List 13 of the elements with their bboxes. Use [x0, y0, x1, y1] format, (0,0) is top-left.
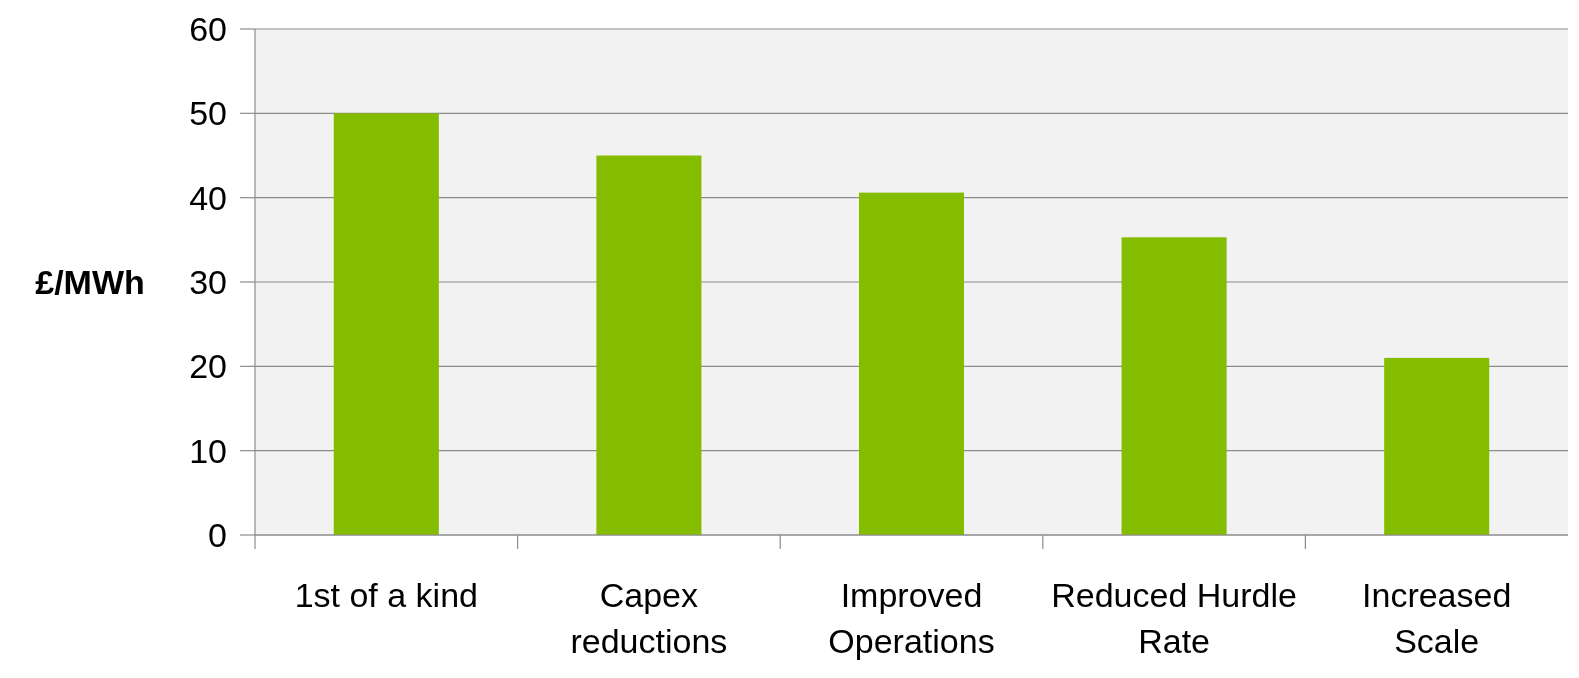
y-tick-label: 10 [189, 431, 227, 470]
x-tick-label: Capex reductions [570, 576, 728, 660]
x-tick-label: 1st of a kind [294, 576, 478, 614]
y-tick-label: 40 [189, 178, 227, 217]
y-axis-title: £/MWh [35, 262, 145, 301]
x-tick-label: Increased Scale [1362, 576, 1512, 660]
y-tick-label: 20 [189, 347, 227, 386]
x-tick-label: Reduced Hurdle Rate [1051, 576, 1297, 660]
y-tick-label: 0 [208, 515, 227, 554]
y-tick-label: 50 [189, 94, 227, 133]
x-tick-label: Improved Operations [828, 576, 995, 660]
y-tick-label: 60 [189, 9, 227, 48]
y-tick-label: 30 [189, 262, 227, 301]
